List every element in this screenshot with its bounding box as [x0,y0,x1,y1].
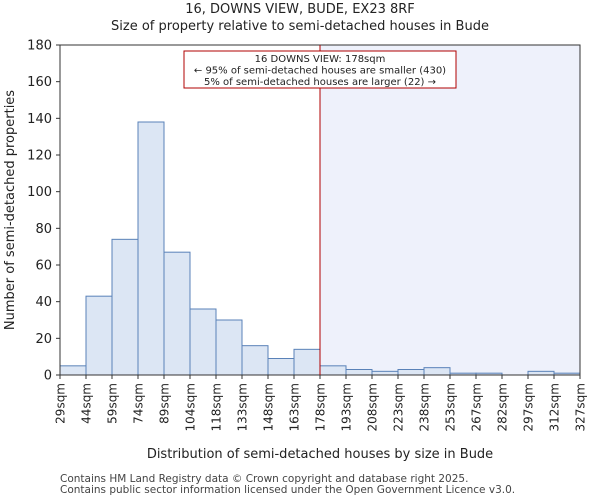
histogram-bar [59,365,87,376]
histogram-bar [241,345,269,376]
histogram-bar [345,369,373,376]
x-tick-label: 133sqm [236,383,250,431]
y-axis-label: Number of semi-detached properties [3,90,18,330]
y-tick-label: 40 [35,295,52,310]
chart-subtitle: Size of property relative to semi-detach… [111,19,489,34]
x-tick-label: 118sqm [210,383,224,431]
x-tick-label: 29sqm [54,383,68,424]
histogram-bar [189,308,217,376]
annotation-line: 16 DOWNS VIEW: 178sqm [255,54,386,65]
larger-region-highlight [320,45,580,375]
annotation-line: 5% of semi-detached houses are larger (2… [204,77,436,88]
footer-licence: Contains public sector information licen… [60,484,516,496]
x-tick-label: 148sqm [262,383,276,431]
x-tick-label: 104sqm [184,383,198,431]
x-tick-label: 267sqm [470,383,484,431]
y-tick-label: 120 [27,149,52,164]
x-tick-label: 312sqm [548,383,562,431]
histogram-bar [423,367,451,376]
x-tick-label: 327sqm [574,383,588,431]
y-tick-label: 0 [44,369,52,384]
histogram-bar [215,319,243,376]
histogram-bar [85,295,113,376]
x-tick-label: 297sqm [522,383,536,431]
x-tick-label: 208sqm [366,383,380,431]
y-tick-label: 60 [35,259,52,274]
y-tick-label: 140 [27,112,52,127]
y-tick-label: 20 [35,332,52,347]
x-tick-label: 178sqm [314,383,328,431]
histogram-bar [371,370,399,376]
histogram-bar [137,121,165,376]
annotation-box [183,50,457,89]
histogram-bar [163,251,191,376]
x-axis-label: Distribution of semi-detached houses by … [147,447,493,462]
y-tick-label: 180 [27,39,52,54]
x-tick-label: 89sqm [158,383,172,424]
x-tick-label: 44sqm [80,383,94,424]
chart-title: 16, DOWNS VIEW, BUDE, EX23 8RF [185,2,415,17]
histogram-bar [267,358,295,376]
x-tick-label: 223sqm [392,383,406,431]
histogram-bar [293,348,321,376]
x-tick-label: 253sqm [444,383,458,431]
y-tick-label: 80 [35,222,52,237]
histogram-bar [397,369,425,376]
histogram-bar [111,238,139,376]
footer-copyright: Contains HM Land Registry data © Crown c… [60,473,469,485]
histogram-bar [527,370,555,376]
x-tick-label: 59sqm [106,383,120,424]
x-tick-label: 238sqm [418,383,432,431]
x-tick-label: 282sqm [496,383,510,431]
x-tick-label: 163sqm [288,383,302,431]
y-tick-label: 100 [27,185,52,200]
x-tick-label: 74sqm [132,383,146,424]
y-tick-label: 160 [27,75,52,90]
histogram-bar [319,365,347,376]
annotation-line: ← 95% of semi-detached houses are smalle… [194,66,446,77]
x-tick-label: 193sqm [340,383,354,431]
